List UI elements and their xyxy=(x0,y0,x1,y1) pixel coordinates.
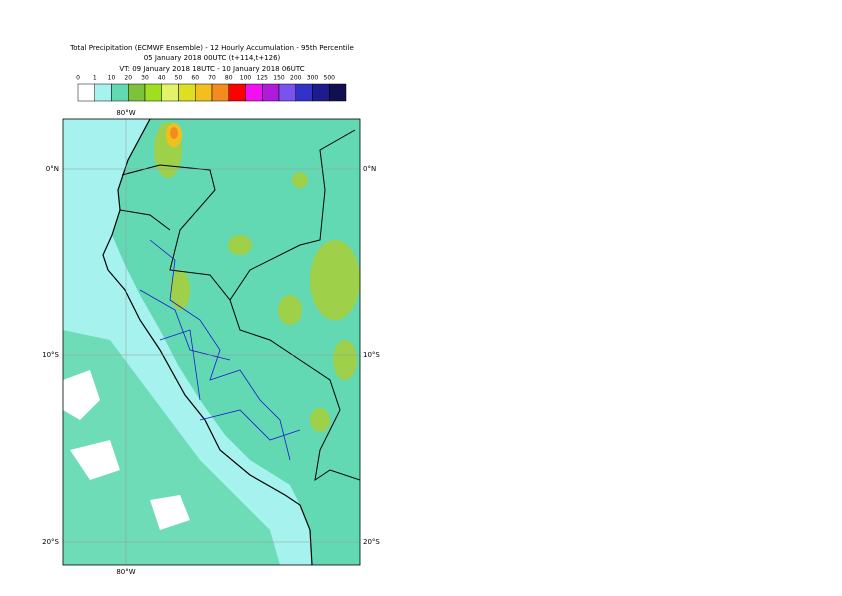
lat-label: 10°S xyxy=(42,351,59,359)
colorbar-label: 500 xyxy=(324,75,336,82)
colorbar-label: 125 xyxy=(257,75,269,82)
coastal-strip xyxy=(103,235,300,505)
colorbar-label: 60 xyxy=(191,75,199,82)
coastline xyxy=(102,119,313,565)
map-frame xyxy=(62,118,361,566)
colorbar-label: 150 xyxy=(273,75,285,82)
colorbar-label: 1 xyxy=(93,75,97,82)
lon-label: 80°W xyxy=(116,109,135,117)
colorbar-swatch xyxy=(178,83,196,102)
colorbar-swatch xyxy=(228,83,246,102)
lat-label: 0°N xyxy=(363,165,376,173)
shade xyxy=(63,330,280,565)
colorbar-label: 50 xyxy=(175,75,183,82)
colorbar-swatch xyxy=(262,83,280,102)
colorbar-swatch xyxy=(329,83,347,102)
colorbar-swatch xyxy=(295,83,313,102)
colorbar-swatch xyxy=(211,83,229,102)
colorbar-swatch xyxy=(111,83,129,102)
colorbar-label: 30 xyxy=(141,75,149,82)
colorbar-swatch xyxy=(278,83,296,102)
colorbar-swatch xyxy=(312,83,330,102)
colorbar-label: 0 xyxy=(76,75,80,82)
lat-label: 20°S xyxy=(363,538,380,546)
title-line: Total Precipitation (ECMWF Ensemble) - 1… xyxy=(69,44,354,52)
title-line: 05 January 2018 00UTC (t+114,t+126) xyxy=(144,54,281,62)
precip-peak xyxy=(170,127,178,139)
colorbar-label: 10 xyxy=(108,75,116,82)
shade xyxy=(63,370,190,530)
regional-borders xyxy=(139,239,301,461)
lon-label: 80°W xyxy=(116,568,135,576)
lat-label: 0°N xyxy=(46,165,59,173)
colorbar-swatch xyxy=(128,83,146,102)
colorbar-swatch xyxy=(77,83,95,102)
precip-patches xyxy=(154,122,360,432)
lat-label: 10°S xyxy=(363,351,380,359)
colorbar: 0 1 10 20 30 40 50 60 70 80 100 125 150 200 300 500 xyxy=(76,75,347,102)
map xyxy=(63,119,360,565)
land xyxy=(103,119,360,565)
title-block: Total Precipitation (ECMWF Ensemble) - 1… xyxy=(69,44,354,73)
lat-label: 20°S xyxy=(42,538,59,546)
colorbar-swatch xyxy=(245,83,263,102)
colorbar-label: 70 xyxy=(208,75,216,82)
colorbar-swatch xyxy=(195,83,213,102)
colorbar-label: 300 xyxy=(307,75,319,82)
borders xyxy=(119,129,360,482)
colorbar-swatch xyxy=(94,83,112,102)
colorbar-label: 80 xyxy=(225,75,233,82)
colorbar-swatch xyxy=(161,83,179,102)
colorbar-swatch xyxy=(144,83,162,102)
colorbar-label: 100 xyxy=(240,75,252,82)
colorbar-label: 40 xyxy=(158,75,166,82)
colorbar-label: 200 xyxy=(290,75,302,82)
colorbar-label: 20 xyxy=(124,75,132,82)
title-line: VT: 09 January 2018 18UTC - 10 January 2… xyxy=(119,65,304,73)
